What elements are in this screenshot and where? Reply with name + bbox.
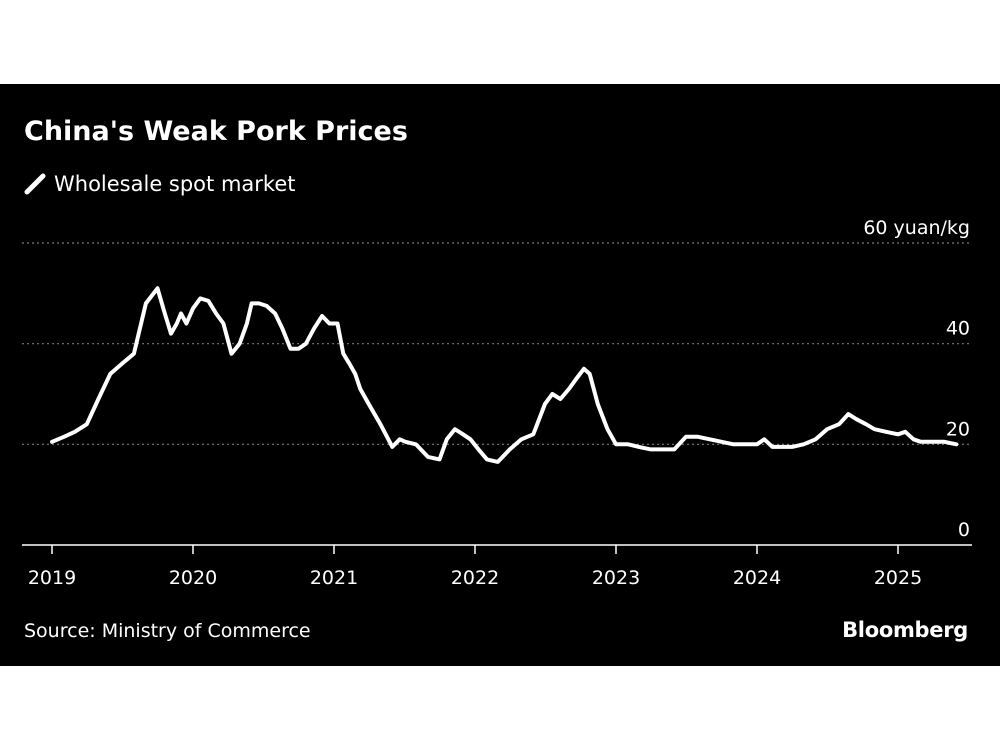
legend-label: Wholesale spot market (54, 172, 296, 196)
x-tick-label-2022: 2022 (451, 567, 499, 589)
x-tick-label-2023: 2023 (592, 567, 640, 589)
legend-swatch-icon (24, 173, 46, 195)
y-tick-label-40: 40 (946, 318, 970, 340)
x-axis: 2019 2020 2021 2022 2023 2024 2025 (22, 544, 972, 589)
plot-area: 0 20 40 60 yuan/kg 2019 2020 2021 2022 2023 2024… (22, 217, 972, 589)
gridlines (22, 242, 972, 445)
y-tick-label-0: 0 (958, 519, 970, 541)
x-tick-label-2025: 2025 (874, 567, 922, 589)
y-tick-label-60: 60 yuan/kg (863, 217, 970, 239)
y-tick-label-20: 20 (946, 418, 970, 440)
source-note: Source: Ministry of Commerce (24, 620, 311, 642)
x-tick-label-2024: 2024 (733, 567, 781, 589)
bloomberg-logo: Bloomberg (842, 618, 968, 642)
x-tick-label-2021: 2021 (310, 567, 358, 589)
legend: Wholesale spot market (24, 172, 295, 196)
series-line-wholesale-spot-market (50, 286, 959, 464)
y-tick-labels: 0 20 40 60 yuan/kg (863, 217, 970, 541)
series-layer (50, 286, 959, 464)
x-tick-label-2019: 2019 (28, 567, 76, 589)
x-tick-label-2020: 2020 (169, 567, 217, 589)
chart-title: China's Weak Pork Prices (24, 116, 408, 147)
chart-panel: 0 20 40 60 yuan/kg 2019 2020 2021 2022 2023 2024… (0, 84, 1000, 666)
